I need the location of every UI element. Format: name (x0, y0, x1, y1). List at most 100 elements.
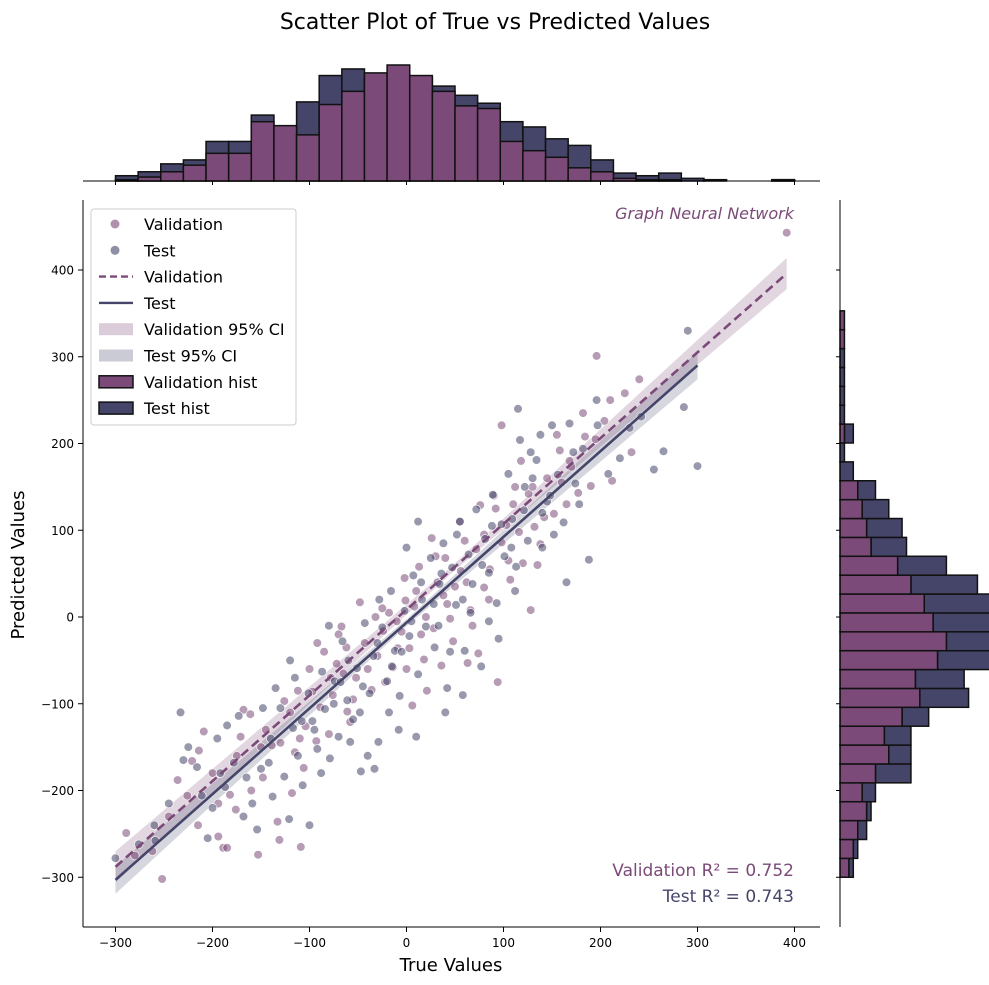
test-point (397, 647, 407, 657)
validation-point (497, 420, 507, 430)
validation-y-hist-bar (839, 800, 868, 822)
validation-y-hist-bar (839, 857, 850, 879)
validation-point (473, 648, 483, 659)
validation-point (312, 638, 322, 648)
x-tick-label: −100 (293, 936, 326, 950)
test-y-hist-bar (936, 649, 989, 671)
validation-point (524, 489, 534, 499)
validation-x-hist-bar (341, 90, 366, 182)
legend-label: Test (143, 294, 176, 313)
x-tick-label: 300 (686, 936, 709, 950)
validation-y-hist-bar (839, 517, 868, 539)
validation-y-hist-bar (839, 668, 917, 690)
test-y-hist-bar (861, 782, 877, 803)
test-point (404, 631, 415, 641)
validation-point (440, 553, 450, 563)
validation-point (460, 536, 470, 546)
test-y-hist-bar (919, 687, 970, 709)
test-point (247, 798, 257, 809)
test-point (455, 516, 465, 527)
test-point (465, 608, 476, 618)
validation-point (505, 575, 515, 585)
validation-point (607, 476, 617, 486)
test-point (683, 326, 693, 336)
test-point (149, 820, 159, 830)
test-point (679, 402, 689, 412)
validation-point (605, 395, 615, 405)
test-point (438, 538, 449, 548)
test-y-hist-bar (839, 461, 855, 482)
y-tick-label: −300 (41, 871, 74, 885)
test-point (535, 430, 546, 440)
validation-point (532, 560, 543, 570)
validation-point (400, 573, 410, 583)
test-point (394, 725, 404, 735)
y-tick-label: 400 (51, 264, 74, 278)
x-tick-label: 400 (783, 936, 806, 950)
validation-point (245, 709, 255, 719)
test-point (164, 798, 174, 809)
test-point (416, 577, 426, 587)
test-point (527, 473, 538, 483)
test-point (271, 683, 281, 693)
test-point (345, 737, 355, 747)
validation-regression-line (114, 272, 788, 868)
y-axis-label: Predicted Values (8, 490, 29, 639)
validation-point (445, 614, 455, 624)
validation-point (182, 791, 192, 801)
validation-point (526, 605, 536, 615)
validation-x-hist-bar (454, 105, 479, 182)
validation-point (295, 733, 305, 744)
test-point (395, 691, 405, 701)
validation-x-hist-bar (137, 176, 162, 182)
validation-point (436, 660, 447, 671)
validation-x-hist-bar (544, 156, 569, 182)
test-point (203, 833, 213, 843)
test-point (110, 853, 121, 863)
test-legend-band (99, 349, 133, 362)
validation-point (199, 726, 209, 737)
test-point (358, 681, 368, 692)
validation-point (296, 842, 306, 852)
test-point (178, 755, 188, 765)
test-point (433, 621, 444, 631)
test-point (578, 444, 588, 454)
test-point (658, 446, 669, 456)
validation-point (479, 582, 489, 593)
y-tick-label: −200 (41, 784, 74, 798)
test-point (558, 517, 569, 528)
test-point (547, 420, 557, 430)
validation-point (416, 629, 426, 640)
validation-point (542, 473, 552, 483)
test-point (386, 586, 396, 596)
test-point (471, 504, 481, 515)
validation-point (573, 488, 583, 498)
test-point (348, 714, 358, 725)
validation-point (121, 828, 131, 838)
validation-point (450, 581, 460, 592)
test-point (503, 469, 514, 479)
validation-y-hist-bar (839, 612, 934, 633)
test-y-hist-bar (839, 404, 846, 425)
test-point (408, 570, 418, 581)
test-point (484, 616, 494, 626)
legend-label: Validation 95% CI (144, 320, 285, 339)
test-point (252, 824, 262, 835)
test-point (258, 703, 268, 713)
test-point (183, 742, 193, 752)
validation-point (552, 430, 562, 440)
test-point (615, 453, 625, 463)
test-point (175, 707, 186, 718)
validation-point (626, 447, 637, 457)
validation-point (336, 621, 347, 632)
test-y-hist-bar (856, 480, 877, 501)
test-point (360, 618, 370, 628)
validation-point (427, 533, 437, 543)
validation-x-hist-bar (318, 103, 343, 182)
validation-point (231, 804, 241, 815)
test-point (568, 447, 578, 457)
test-point (445, 647, 455, 657)
validation-y-hist-bar (839, 555, 899, 576)
y-tick-label: 200 (51, 437, 74, 451)
test-point (401, 542, 412, 553)
